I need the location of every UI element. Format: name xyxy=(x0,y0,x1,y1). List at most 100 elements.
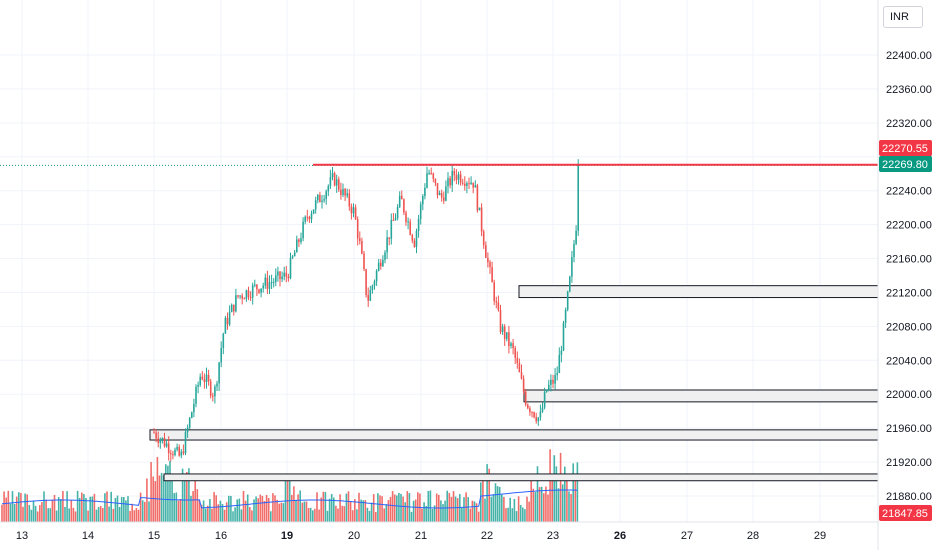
candle-body xyxy=(440,193,443,198)
candle-body xyxy=(193,403,195,413)
time-tick-label: 26 xyxy=(614,530,626,542)
price-tag-last-price xyxy=(879,156,932,172)
volume-bar xyxy=(276,499,278,522)
volume-bar xyxy=(53,494,56,522)
candle-body xyxy=(398,195,401,207)
volume-bar xyxy=(211,508,213,522)
candle-body xyxy=(371,285,374,291)
candle-body xyxy=(445,186,447,201)
candle-body xyxy=(407,221,409,223)
volume-bar xyxy=(144,501,146,522)
volume-bar xyxy=(183,480,186,522)
currency-selector[interactable]: INR xyxy=(883,6,923,28)
support-zone-box[interactable] xyxy=(163,473,879,482)
candle-body xyxy=(459,174,462,183)
time-axis[interactable]: 13 14 15 16 19 20 21 22 23 26 27 28 29 xyxy=(0,521,878,542)
volume-bar xyxy=(85,497,87,522)
volume-bar xyxy=(22,506,24,522)
volume-bar xyxy=(280,502,283,522)
candle-body xyxy=(272,281,275,283)
candle-body xyxy=(457,174,460,180)
candle-body xyxy=(344,188,346,196)
price-tick-label: 22240.00 xyxy=(886,186,932,198)
volume-bar xyxy=(81,492,83,522)
volume-bar xyxy=(66,491,68,522)
candle-body xyxy=(506,332,508,339)
candle-body xyxy=(180,451,183,456)
volume-bar xyxy=(43,491,45,522)
candle-body xyxy=(419,204,422,219)
volume-bar xyxy=(440,500,442,522)
volume-bar xyxy=(469,508,472,522)
volume-bar xyxy=(76,490,79,522)
volume-bar xyxy=(34,505,37,522)
candle-body xyxy=(443,197,445,201)
volume-bar xyxy=(492,494,495,522)
candle-body xyxy=(333,173,336,186)
volume-bar xyxy=(530,476,532,522)
volume-bar xyxy=(175,492,178,522)
volume-bar xyxy=(496,486,499,522)
candle-body xyxy=(167,443,170,454)
candle-body xyxy=(191,412,193,418)
candle-body xyxy=(237,295,239,297)
candle-body xyxy=(377,262,380,271)
candle-body xyxy=(155,432,157,439)
candle-body xyxy=(220,348,222,363)
volume-bar xyxy=(169,460,171,522)
volume-bar xyxy=(188,468,190,522)
volume-bar xyxy=(274,495,276,522)
candle-body xyxy=(203,379,206,383)
candle-body xyxy=(535,417,537,422)
candle-body xyxy=(354,207,357,220)
price-axis[interactable]: 22400.0022360.0022320.0022280.0022240.00… xyxy=(877,0,932,550)
volume-bar xyxy=(272,493,274,522)
volume-bar xyxy=(232,511,234,522)
volume-bar xyxy=(534,492,537,522)
candle-body xyxy=(329,177,332,187)
candle-body xyxy=(335,179,338,186)
volume-bar xyxy=(148,501,150,522)
time-tick-label: 27 xyxy=(681,530,693,542)
volume-bar xyxy=(459,494,461,522)
support-zone-box[interactable] xyxy=(523,389,879,403)
volume-bar xyxy=(370,502,373,522)
candle-body xyxy=(277,271,279,276)
support-zone-box[interactable] xyxy=(149,429,879,441)
volume-bar xyxy=(215,495,217,522)
candle-body xyxy=(455,175,458,180)
volume-bar xyxy=(51,499,54,522)
time-tick-label: 16 xyxy=(215,530,227,542)
volume-bar xyxy=(387,500,390,522)
volume-bar xyxy=(207,505,209,522)
candle-body xyxy=(340,189,342,195)
volume-bar xyxy=(295,500,297,522)
volume-bar xyxy=(1,504,3,522)
volume-bar xyxy=(402,496,404,522)
volume-bar xyxy=(221,504,224,522)
volume-bar xyxy=(192,491,194,522)
volume-bar xyxy=(377,493,379,522)
volume-bar xyxy=(244,500,247,522)
volume-bar xyxy=(475,503,478,522)
candle-body xyxy=(464,183,466,186)
time-tick-label: 28 xyxy=(747,530,759,542)
candle-body xyxy=(342,188,344,195)
volume-bar xyxy=(431,508,434,522)
volume-bar xyxy=(36,511,39,522)
candle-body xyxy=(268,282,271,289)
volume-bar xyxy=(335,505,337,522)
volume-bar xyxy=(55,510,58,522)
candle-body xyxy=(258,289,260,293)
volume-bar xyxy=(322,491,325,522)
candle-body xyxy=(466,183,468,186)
candle-body xyxy=(405,212,407,223)
candle-body xyxy=(247,290,250,298)
volume-bar xyxy=(202,500,205,522)
candle-body xyxy=(184,432,187,454)
volume-bar xyxy=(123,497,125,522)
volume-bar xyxy=(102,507,104,522)
volume-bar xyxy=(198,499,201,522)
support-zone-box[interactable] xyxy=(518,285,879,299)
